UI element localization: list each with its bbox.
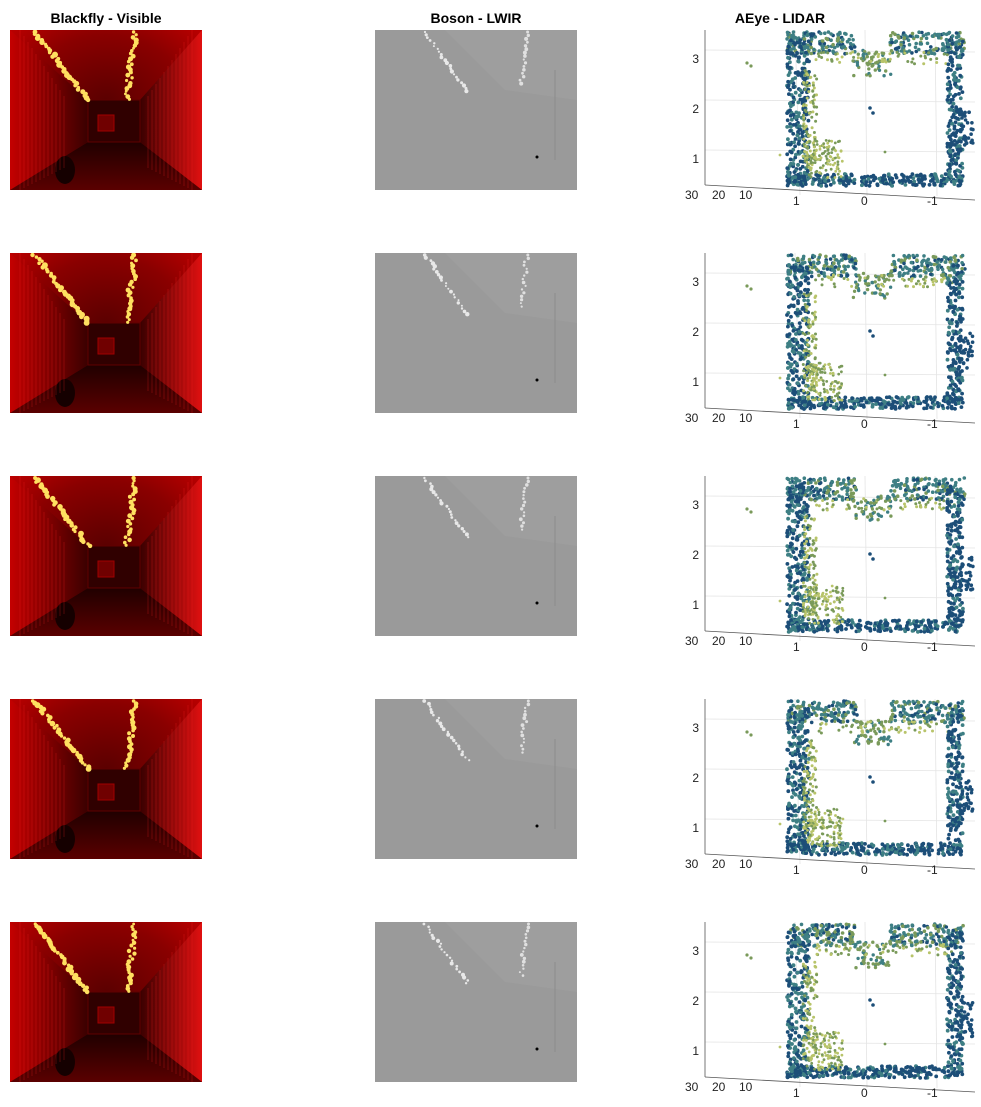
visible-camera-image <box>10 476 202 636</box>
lidar-depth-tick-label: 10 <box>739 411 752 425</box>
lidar-lateral-tick-label: 0 <box>861 863 868 877</box>
lidar-depth-tick-label: 30 <box>685 1080 698 1094</box>
lidar-z-tick-label: 1 <box>675 152 699 166</box>
lidar-lateral-tick-label: -1 <box>927 417 938 431</box>
lidar-depth-tick-label: 20 <box>712 1080 725 1094</box>
lidar-lateral-tick-label: -1 <box>927 194 938 208</box>
lidar-z-tick-label: 2 <box>675 994 699 1008</box>
lidar-depth-tick-label: 30 <box>685 634 698 648</box>
lidar-lateral-tick-label: 0 <box>861 1086 868 1100</box>
visible-camera-image <box>10 922 202 1082</box>
lwir-thermal-image <box>375 30 577 190</box>
lidar-z-tick-label: 2 <box>675 771 699 785</box>
lidar-lateral-tick-label: -1 <box>927 640 938 654</box>
lidar-depth-tick-label: 20 <box>712 411 725 425</box>
column-title-lwir: Boson - LWIR <box>375 10 577 26</box>
lidar-z-tick-label: 3 <box>675 52 699 66</box>
column-title-visible: Blackfly - Visible <box>10 10 202 26</box>
lidar-depth-tick-label: 20 <box>712 857 725 871</box>
lidar-lateral-tick-label: 1 <box>793 194 800 208</box>
visible-camera-image <box>10 30 202 190</box>
lwir-thermal-image <box>375 476 577 636</box>
lidar-depth-tick-label: 10 <box>739 1080 752 1094</box>
lidar-lateral-tick-label: 1 <box>793 863 800 877</box>
lidar-z-tick-label: 2 <box>675 325 699 339</box>
lidar-depth-tick-label: 10 <box>739 857 752 871</box>
lidar-depth-tick-label: 20 <box>712 188 725 202</box>
lidar-depth-tick-label: 20 <box>712 634 725 648</box>
lidar-lateral-tick-label: 0 <box>861 640 868 654</box>
lidar-lateral-tick-label: 0 <box>861 194 868 208</box>
lidar-z-tick-label: 3 <box>675 275 699 289</box>
lidar-depth-tick-label: 30 <box>685 188 698 202</box>
lidar-z-tick-label: 3 <box>675 721 699 735</box>
lidar-z-tick-label: 3 <box>675 498 699 512</box>
lidar-lateral-tick-label: 1 <box>793 417 800 431</box>
lidar-z-tick-label: 2 <box>675 548 699 562</box>
lidar-depth-tick-label: 30 <box>685 411 698 425</box>
lidar-z-tick-label: 1 <box>675 598 699 612</box>
lidar-lateral-tick-label: 0 <box>861 417 868 431</box>
visible-camera-image <box>10 253 202 413</box>
lidar-depth-tick-label: 10 <box>739 634 752 648</box>
lidar-lateral-tick-label: -1 <box>927 863 938 877</box>
lidar-lateral-tick-label: 1 <box>793 1086 800 1100</box>
lidar-lateral-tick-label: 1 <box>793 640 800 654</box>
lidar-z-tick-label: 1 <box>675 821 699 835</box>
lwir-thermal-image <box>375 699 577 859</box>
lidar-z-tick-label: 1 <box>675 375 699 389</box>
lidar-z-tick-label: 1 <box>675 1044 699 1058</box>
lidar-depth-tick-label: 10 <box>739 188 752 202</box>
lwir-thermal-image <box>375 253 577 413</box>
visible-camera-image <box>10 699 202 859</box>
lwir-thermal-image <box>375 922 577 1082</box>
lidar-depth-tick-label: 30 <box>685 857 698 871</box>
lidar-z-tick-label: 3 <box>675 944 699 958</box>
lidar-z-tick-label: 2 <box>675 102 699 116</box>
lidar-lateral-tick-label: -1 <box>927 1086 938 1100</box>
